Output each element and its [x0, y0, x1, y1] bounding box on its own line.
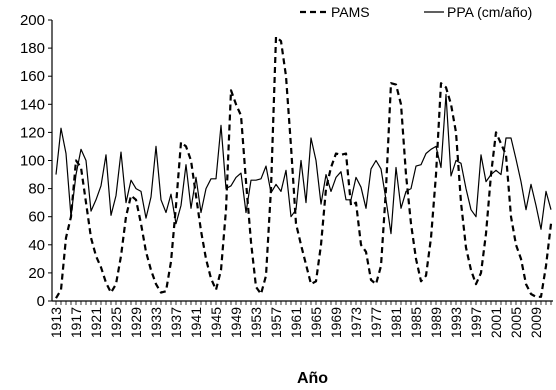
x-tick-label: 1937	[168, 307, 184, 338]
x-tick-label: 2001	[488, 307, 504, 338]
plot-area	[51, 20, 553, 302]
legend: PAMS PPA (cm/año)	[300, 4, 532, 20]
legend-label-ppa: PPA (cm/año)	[447, 4, 532, 20]
x-tick-label: 1953	[248, 307, 264, 338]
x-tick-label: 1913	[48, 307, 64, 338]
x-tick-label: 1985	[408, 307, 424, 338]
x-tick-label: 1997	[468, 307, 484, 338]
y-tick-label: 180	[20, 40, 45, 57]
series-layer	[55, 35, 553, 299]
x-tick-label: 1929	[128, 307, 144, 338]
y-tick-label: 160	[20, 68, 45, 85]
x-tick-label: 1989	[428, 307, 444, 338]
x-tick-label: 1917	[68, 307, 84, 338]
x-tick-label: 1973	[348, 307, 364, 338]
x-axis-ticks: 1913 1917 1921 1925 1929 1933 1937 1941 1945 1949…	[48, 301, 552, 338]
legend-label-pams: PAMS	[331, 4, 370, 20]
y-tick-label: 0	[37, 293, 45, 310]
y-tick-label: 80	[28, 181, 45, 198]
x-tick-label: 1969	[328, 307, 344, 338]
x-axis-title: Año	[297, 370, 328, 387]
x-tick-label: 1957	[268, 307, 284, 338]
y-tick-label: 200	[20, 12, 45, 29]
x-tick-label: 1921	[88, 307, 104, 338]
x-tick-label: 1949	[228, 307, 244, 338]
y-tick-label: 140	[20, 96, 45, 113]
x-tick-label: 1977	[368, 307, 384, 338]
x-tick-label: 1981	[388, 307, 404, 338]
x-tick-label: 2009	[528, 307, 544, 338]
x-tick-label: 1925	[108, 307, 124, 338]
y-axis-ticks: 0 20 40 60 80 100 120 140 160 180 200	[20, 12, 52, 310]
series-line-ppa	[55, 93, 552, 235]
y-tick-label: 120	[20, 124, 45, 141]
x-tick-label: 1965	[308, 307, 324, 338]
series-line-pams	[55, 35, 553, 299]
y-tick-label: 100	[20, 153, 45, 170]
y-tick-label: 40	[28, 237, 45, 254]
x-tick-label: 1933	[148, 307, 164, 338]
x-tick-label: 1941	[188, 307, 204, 338]
x-tick-label: 1993	[448, 307, 464, 338]
y-tick-label: 60	[28, 209, 45, 226]
x-tick-label: 2005	[508, 307, 524, 338]
x-tick-label: 1945	[208, 307, 224, 338]
y-tick-label: 20	[28, 265, 45, 282]
x-tick-label: 1961	[288, 307, 304, 338]
